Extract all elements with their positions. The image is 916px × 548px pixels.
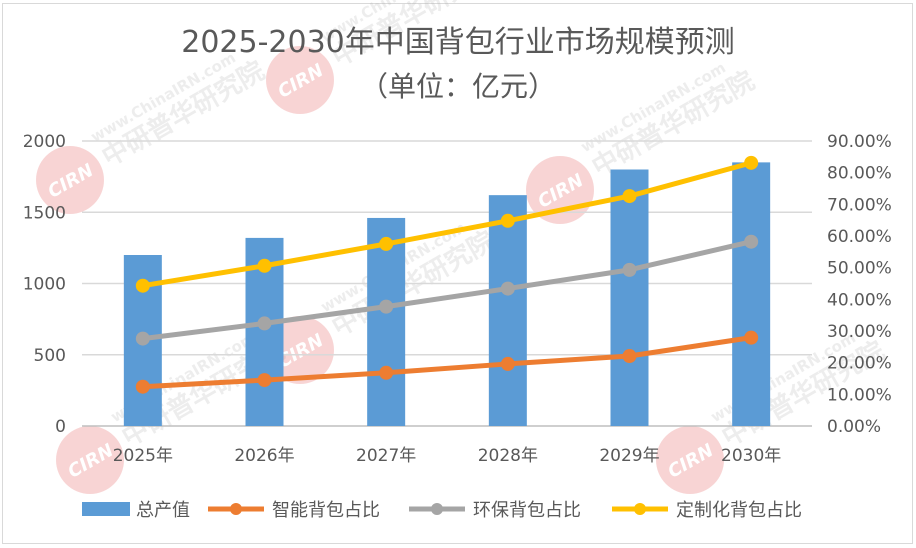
x-tick-label: 2025年 — [113, 446, 173, 466]
data-point — [379, 365, 394, 380]
data-point — [744, 155, 759, 170]
gridlines — [82, 140, 812, 427]
right-tick-label: 20.00% — [827, 354, 892, 374]
right-tick-label: 80.00% — [827, 164, 892, 184]
legend-label: 定制化背包占比 — [676, 500, 802, 521]
left-tick-label: 500 — [34, 346, 66, 366]
watermark-logo-icon — [36, 146, 104, 214]
legend-label: 智能背包占比 — [272, 500, 380, 521]
legend: 总产值 智能背包占比 环保背包占比 定制化背包占比 — [82, 500, 802, 521]
x-tick-label: 2027年 — [356, 446, 416, 466]
left-tick-label: 1000 — [23, 275, 66, 295]
data-point — [135, 331, 150, 346]
watermark-logo-icon — [656, 426, 724, 494]
x-tick-label: 2030年 — [721, 446, 781, 466]
right-tick-label: 50.00% — [827, 259, 892, 279]
line-series — [135, 155, 759, 394]
data-point — [500, 281, 515, 296]
left-tick-label: 1500 — [23, 203, 66, 223]
chart-title: 2025-2030年中国背包行业市场规模预测 — [181, 25, 735, 60]
right-tick-label: 40.00% — [827, 290, 892, 310]
legend-item: 智能背包占比 — [208, 500, 380, 521]
legend-item: 环保背包占比 — [409, 500, 581, 521]
right-tick-label: 70.00% — [827, 195, 892, 215]
right-axis: 0.00% 10.00% 20.00% 30.00% 40.00% 50.00% 60.00… — [827, 132, 892, 437]
data-point — [135, 278, 150, 293]
right-tick-label: 0.00% — [827, 417, 881, 437]
data-point — [622, 349, 637, 364]
legend-item: 定制化背包占比 — [612, 500, 802, 521]
legend-label: 总产值 — [136, 500, 190, 521]
series-line — [140, 239, 754, 342]
left-tick-label: 0 — [55, 417, 66, 437]
right-tick-label: 10.00% — [827, 385, 892, 405]
line-series-1 — [135, 330, 759, 394]
x-tick-label: 2028年 — [478, 446, 538, 466]
data-point — [379, 236, 394, 251]
data-point — [379, 299, 394, 314]
bar — [367, 217, 406, 426]
data-point — [257, 258, 272, 273]
bar — [610, 169, 649, 426]
series-line — [140, 335, 754, 390]
data-point — [257, 316, 272, 331]
legend-label: 环保背包占比 — [473, 500, 581, 521]
legend-marker — [230, 503, 242, 515]
data-point — [135, 379, 150, 394]
left-axis: 0 500 1000 1500 2000 — [23, 132, 66, 437]
chart-subtitle: （单位：亿元） — [360, 70, 556, 103]
legend-marker — [634, 503, 646, 515]
legend-marker — [431, 503, 443, 515]
bar — [732, 162, 771, 426]
left-tick-label: 2000 — [23, 132, 66, 152]
data-point — [744, 330, 759, 345]
x-axis: 2025年 2026年 2027年 2028年 2029年 2030年 — [113, 446, 782, 466]
line-series-2 — [135, 234, 759, 346]
data-point — [622, 189, 637, 204]
x-tick-label: 2029年 — [599, 446, 659, 466]
line-series-3 — [135, 155, 759, 293]
right-tick-label: 30.00% — [827, 322, 892, 342]
bar — [488, 195, 527, 426]
data-point — [500, 356, 515, 371]
legend-item: 总产值 — [82, 500, 190, 521]
watermark-logo-icon — [56, 426, 124, 494]
data-point — [257, 373, 272, 388]
x-tick-label: 2026年 — [234, 446, 294, 466]
data-point — [622, 262, 637, 277]
watermark-logo-icon — [266, 46, 334, 114]
data-point — [500, 213, 515, 228]
series-line — [140, 160, 754, 289]
legend-bar-swatch — [82, 502, 130, 516]
data-point — [744, 234, 759, 249]
right-tick-label: 60.00% — [827, 227, 892, 247]
right-tick-label: 90.00% — [827, 132, 892, 152]
